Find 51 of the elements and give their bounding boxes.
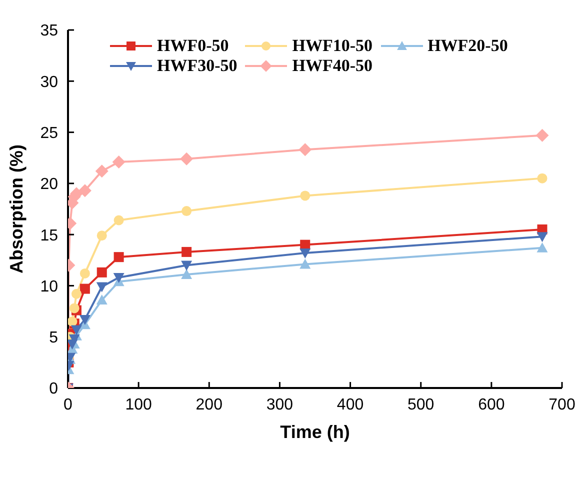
point [78,184,92,198]
y-tick-label: 0 [49,380,58,398]
point [536,242,548,252]
point [96,294,108,305]
x-tick-label: 300 [266,396,294,414]
y-tick-label: 5 [49,330,58,347]
legend-label: HWF0-50 [157,36,229,56]
point [114,215,124,226]
point [114,252,124,262]
legend-label: HWF30-50 [157,56,238,76]
point [79,314,90,325]
x-tick-label: 100 [125,396,152,414]
point [182,246,192,257]
point [180,152,194,166]
point [536,232,548,242]
point [70,325,82,336]
point [536,128,549,142]
point [96,282,108,292]
x-tick-label: 400 [336,396,364,414]
point [300,190,310,201]
point [113,273,124,284]
legend-label: HWF40-50 [292,56,373,76]
point [181,268,192,279]
point [112,155,126,168]
point [182,206,192,216]
point [300,258,311,269]
x-tick-label: 600 [478,396,505,414]
point [181,260,192,271]
legend-label: HWF20-50 [428,36,508,56]
point [80,284,90,294]
point [300,248,311,258]
y-tick-label: 35 [40,22,58,40]
y-tick-label: 10 [40,278,58,296]
point [80,268,90,278]
y-tick-label: 15 [40,227,58,244]
point [298,143,312,156]
point [95,164,108,178]
point [96,267,107,278]
point [537,173,548,184]
x-tick-label: 700 [548,396,576,414]
x-tick-label: 500 [408,396,434,414]
x-tick-label: 0 [64,396,73,414]
y-axis-title: Absorption (%) [6,144,26,274]
x-axis-title: Time (h) [280,422,350,442]
y-tick-label: 30 [40,74,58,91]
legend-label: HWF10-50 [292,36,373,56]
x-tick-label: 200 [196,396,223,414]
point [96,230,107,241]
y-tick-label: 25 [40,124,58,142]
y-tick-label: 20 [40,176,58,194]
point [71,288,82,299]
